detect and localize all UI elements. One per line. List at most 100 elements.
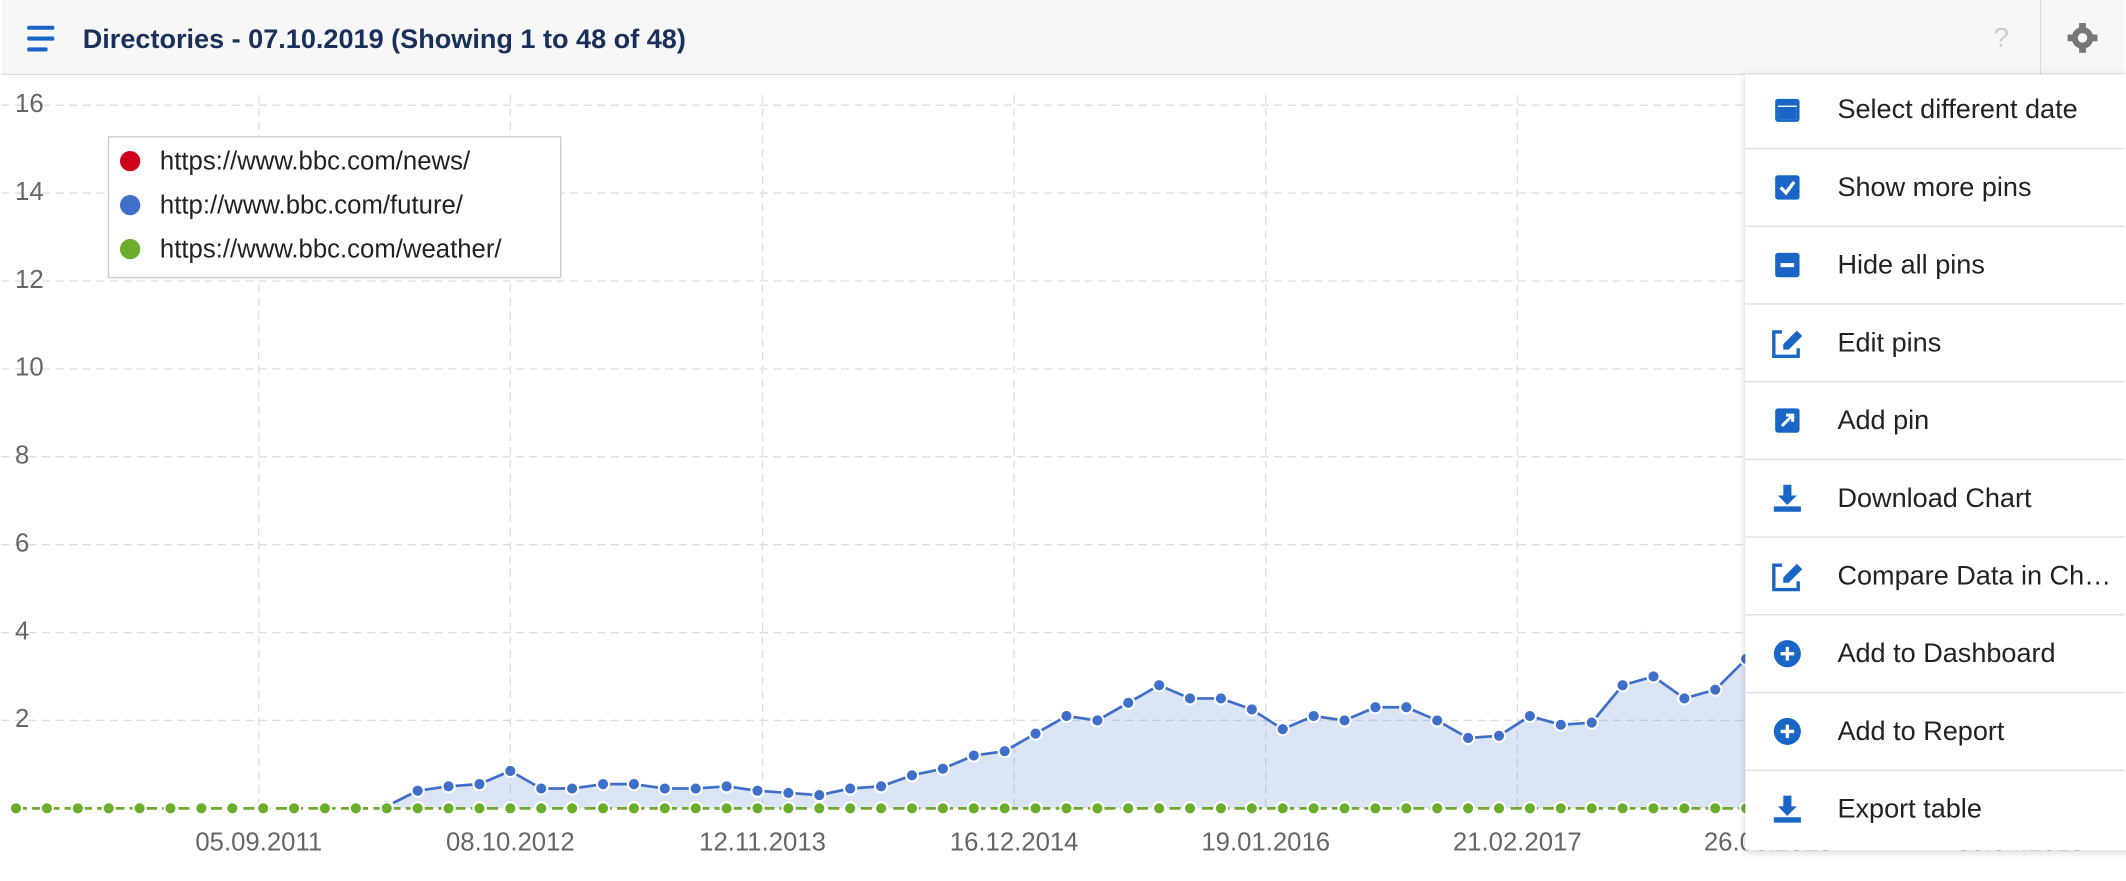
data-point	[626, 777, 642, 792]
menu-item[interactable]: Add to Report	[1745, 691, 2125, 746]
data-point	[843, 801, 858, 816]
y-tick-label: 4	[15, 617, 29, 645]
data-point	[534, 801, 549, 816]
menu-label: Add pin	[1837, 404, 1929, 435]
data-point	[1182, 691, 1198, 706]
menu-panel	[1745, 74, 2126, 851]
icon-shape	[1777, 484, 1797, 506]
data-point	[935, 801, 950, 816]
data-point	[966, 748, 981, 763]
x-tick-label: 12.11.2013	[699, 828, 826, 856]
data-point	[1244, 702, 1259, 717]
legend-label: https://www.bbc.com/news/	[160, 147, 471, 175]
icon-shape	[1783, 330, 1803, 350]
menu-item[interactable]: Show more pins	[1745, 147, 2125, 202]
x-tick-label: 16.12.2014	[950, 828, 1079, 856]
icon-shape	[1779, 180, 1796, 196]
legend-label: http://www.bbc.com/future/	[160, 191, 464, 219]
data-point	[1368, 801, 1383, 816]
data-point	[1553, 801, 1568, 816]
data-point	[1306, 708, 1321, 724]
menu-item[interactable]: Add pin	[1745, 380, 2125, 435]
data-point	[565, 801, 580, 816]
data-point	[565, 781, 580, 796]
dropdown-menu: Select different date Show more pins Hide …	[1745, 74, 2126, 851]
settings-icon[interactable]	[2067, 23, 2098, 53]
data-point	[1275, 722, 1290, 737]
icon-shape	[1772, 330, 1800, 359]
header: Directories - 07.10.2019 (Showing 1 to 4…	[1, 0, 2125, 76]
menu-item[interactable]: Add to Dashboard	[1745, 614, 2125, 668]
menu-label: Add to Report	[1837, 715, 2004, 746]
data-point	[1090, 713, 1105, 728]
data-point	[441, 801, 456, 816]
data-point	[1615, 678, 1630, 693]
data-point	[163, 801, 178, 816]
menu-label: Add to Dashboard	[1837, 637, 2055, 668]
data-point	[1491, 801, 1507, 816]
data-point	[534, 781, 549, 796]
data-point	[1615, 801, 1630, 816]
menu-item[interactable]: Compare Data in Ch…	[1745, 536, 2125, 592]
menu-icon	[1773, 717, 1801, 745]
y-tick-label: 6	[15, 529, 29, 557]
data-point	[503, 763, 518, 779]
data-point	[873, 801, 889, 816]
data-point	[1368, 700, 1383, 715]
data-point	[1152, 678, 1167, 693]
data-point	[1584, 715, 1599, 730]
data-point	[410, 783, 425, 798]
data-point	[843, 781, 858, 796]
data-point	[1399, 801, 1414, 816]
data-point	[688, 781, 703, 796]
data-point	[1677, 801, 1692, 816]
data-point	[904, 801, 920, 816]
icon-shape	[1777, 795, 1797, 816]
data-point	[194, 801, 209, 816]
menu-icon	[1772, 563, 1803, 592]
data-point	[1708, 801, 1723, 816]
x-tick-label: 19.01.2016	[1201, 828, 1330, 856]
data-point	[781, 801, 796, 816]
data-point	[1213, 801, 1229, 816]
data-point	[1430, 801, 1445, 816]
data-point	[719, 779, 734, 794]
data-point	[688, 801, 703, 816]
menu-icon[interactable]	[27, 25, 55, 52]
menu-item[interactable]: Download Chart	[1745, 458, 2125, 513]
data-point	[1584, 801, 1599, 816]
data-point	[70, 801, 85, 816]
data-point	[935, 761, 950, 776]
menu-label: Export table	[1837, 793, 1981, 824]
data-point	[286, 801, 302, 816]
data-point	[39, 801, 55, 816]
icon-shape	[1780, 646, 1795, 661]
menu-icon	[1772, 330, 1803, 359]
data-point	[1399, 700, 1414, 715]
data-point	[1522, 801, 1538, 816]
menu-icon	[1775, 175, 1800, 200]
menu-item[interactable]: Select different date	[1775, 93, 2078, 124]
data-point	[225, 801, 240, 816]
data-point	[626, 801, 642, 816]
legend: https://www.bbc.com/news/http://www.bbc.…	[107, 136, 562, 279]
data-point	[1152, 801, 1167, 816]
y-tick-label: 12	[15, 266, 44, 294]
data-point	[1090, 801, 1105, 816]
menu-item[interactable]: Hide all pins	[1745, 225, 2125, 280]
icon-shape	[1772, 563, 1800, 592]
data-point	[1430, 713, 1445, 728]
data-point	[1337, 713, 1352, 728]
legend-marker	[119, 150, 141, 172]
help-icon[interactable]: ?	[1994, 21, 2009, 52]
menu-icon	[1773, 640, 1801, 668]
menu-item[interactable]: Edit pins	[1745, 303, 2125, 359]
data-point	[812, 788, 827, 803]
menu-icon	[1775, 252, 1800, 278]
data-point	[8, 801, 24, 816]
menu-label: Compare Data in Ch…	[1837, 559, 2111, 590]
data-point	[719, 801, 734, 816]
menu-item[interactable]: Export table	[1745, 769, 2125, 824]
